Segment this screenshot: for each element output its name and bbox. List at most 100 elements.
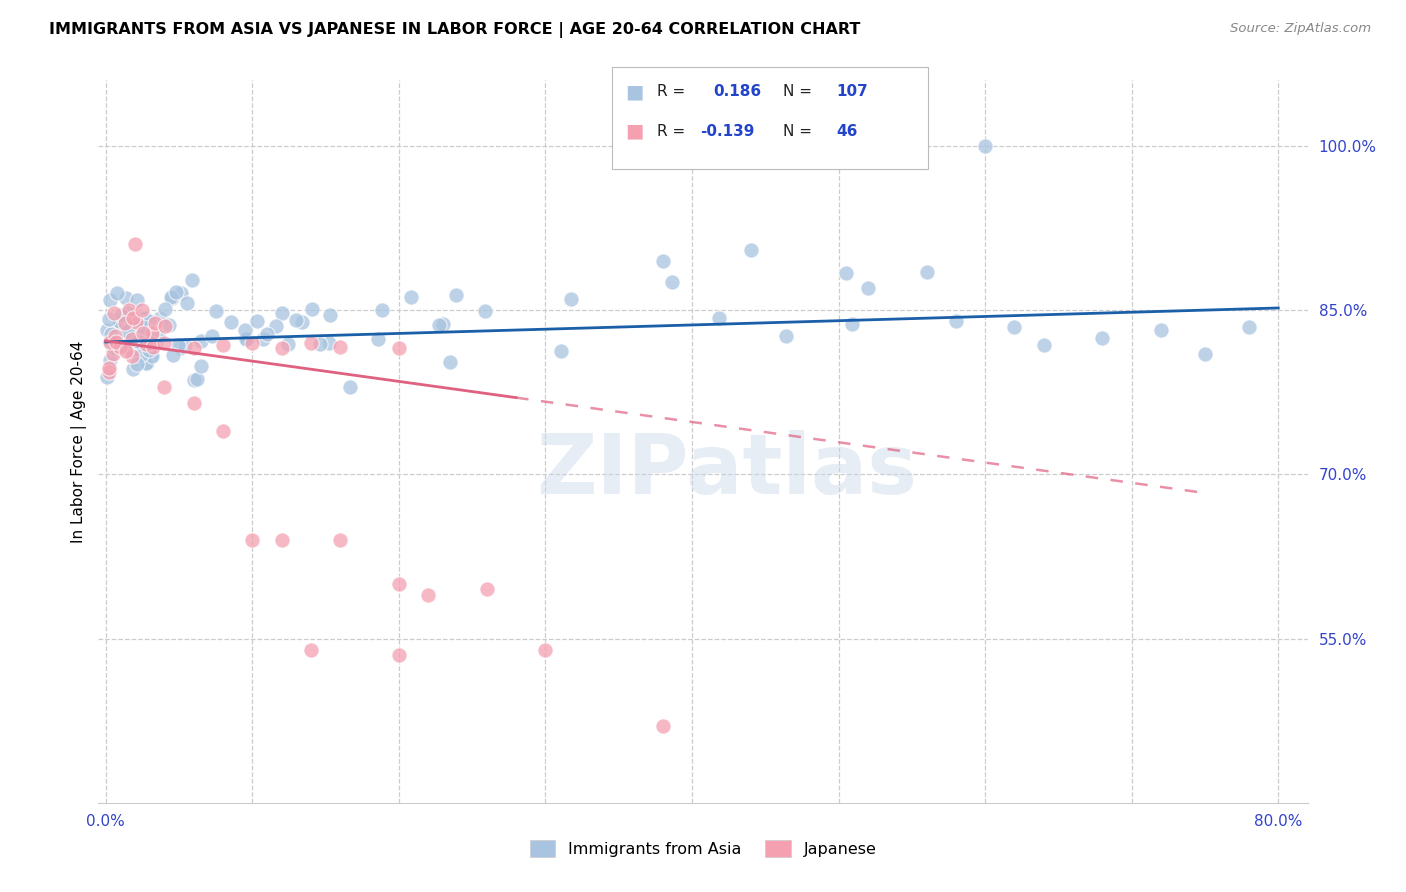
Point: [560, 292, 582, 306]
Point: [835, 267, 858, 281]
Point: [122, 362, 145, 376]
Text: ■: ■: [626, 82, 644, 102]
Point: [138, 334, 160, 349]
Point: [153, 336, 176, 351]
Point: [122, 311, 145, 326]
Text: Source: ZipAtlas.com: Source: ZipAtlas.com: [1230, 22, 1371, 36]
Point: [190, 334, 212, 348]
Point: [145, 335, 167, 350]
Point: [139, 335, 162, 350]
Point: [98, 293, 121, 307]
Point: [651, 719, 673, 733]
Point: [121, 332, 143, 346]
Point: [329, 533, 352, 547]
Point: [135, 356, 157, 370]
Point: [122, 327, 145, 342]
Point: [110, 318, 132, 332]
Text: R =: R =: [657, 124, 690, 138]
Point: [974, 139, 997, 153]
Text: R =: R =: [657, 85, 690, 99]
Point: [131, 316, 153, 330]
Point: [299, 642, 322, 657]
Text: 0.186: 0.186: [713, 85, 761, 99]
Point: [153, 301, 176, 316]
Point: [401, 290, 423, 304]
Text: IMMIGRANTS FROM ASIA VS JAPANESE IN LABOR FORCE | AGE 20-64 CORRELATION CHART: IMMIGRANTS FROM ASIA VS JAPANESE IN LABO…: [49, 22, 860, 38]
Point: [132, 320, 155, 334]
Point: [1004, 319, 1026, 334]
Point: [205, 304, 228, 318]
Point: [388, 342, 411, 356]
Point: [132, 326, 155, 340]
Point: [127, 334, 149, 349]
Point: [309, 337, 332, 351]
Point: [112, 334, 135, 349]
Point: [153, 319, 176, 334]
Point: [256, 327, 278, 342]
Point: [240, 533, 263, 547]
Point: [96, 323, 118, 337]
Point: [108, 319, 131, 334]
Point: [127, 357, 149, 371]
Text: N =: N =: [783, 85, 817, 99]
Point: [120, 318, 142, 333]
Point: [270, 342, 292, 356]
Point: [114, 317, 136, 331]
Point: [115, 343, 138, 358]
Point: [153, 380, 176, 394]
Point: [97, 365, 120, 379]
Point: [388, 577, 411, 591]
Point: [148, 311, 170, 326]
Point: [138, 343, 160, 357]
Point: [159, 290, 181, 304]
Point: [125, 293, 148, 307]
Point: [1237, 319, 1260, 334]
Point: [856, 281, 879, 295]
Point: [270, 533, 292, 547]
Point: [201, 328, 224, 343]
Point: [186, 372, 208, 386]
Point: [339, 380, 361, 394]
Point: [427, 318, 450, 332]
Legend: Immigrants from Asia, Japanese: Immigrants from Asia, Japanese: [523, 834, 883, 863]
Text: -0.139: -0.139: [700, 124, 755, 138]
Point: [418, 588, 440, 602]
Point: [162, 348, 184, 362]
Point: [367, 332, 389, 346]
Point: [124, 237, 146, 252]
Point: [388, 648, 411, 662]
Point: [301, 301, 323, 316]
Point: [534, 642, 557, 657]
Point: [170, 286, 193, 301]
Point: [135, 356, 157, 370]
Point: [134, 310, 156, 325]
Point: [221, 315, 243, 329]
Point: [291, 316, 314, 330]
Point: [132, 311, 155, 326]
Point: [110, 309, 132, 323]
Point: [96, 370, 118, 384]
Point: [169, 341, 191, 355]
Point: [138, 313, 160, 327]
Point: [212, 338, 235, 352]
Point: [167, 337, 190, 351]
Point: [103, 306, 125, 320]
Point: [432, 317, 454, 331]
Point: [118, 302, 141, 317]
Text: N =: N =: [783, 124, 817, 138]
Point: [128, 329, 150, 343]
Point: [661, 276, 683, 290]
Point: [439, 355, 461, 369]
Point: [143, 317, 166, 331]
Text: ZIPatlas: ZIPatlas: [537, 430, 918, 511]
Point: [132, 329, 155, 343]
Point: [107, 285, 129, 300]
Point: [475, 582, 498, 597]
Point: [117, 306, 139, 320]
Point: [180, 273, 202, 287]
Point: [240, 336, 263, 351]
Point: [277, 336, 299, 351]
Point: [299, 336, 322, 351]
Point: [319, 309, 342, 323]
Point: [129, 348, 152, 362]
